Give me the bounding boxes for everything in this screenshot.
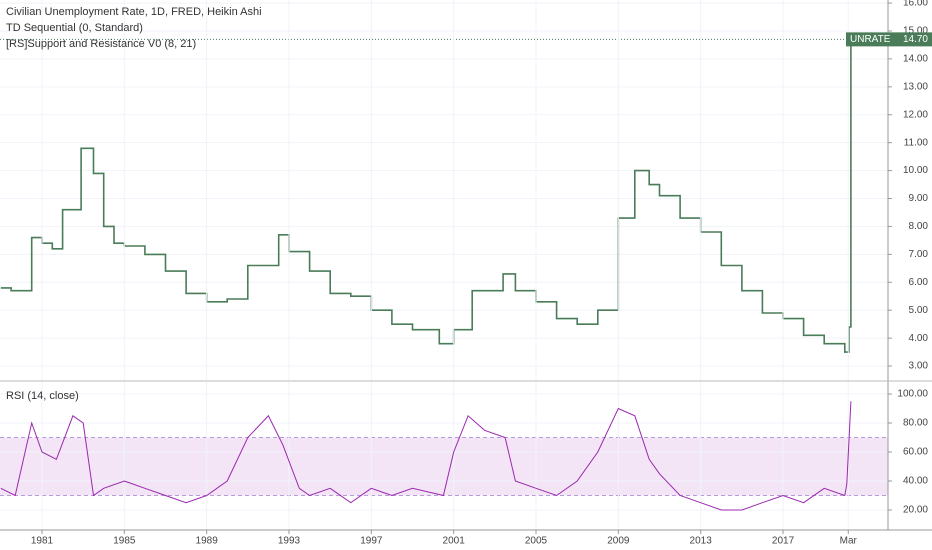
price-tag: [846, 32, 932, 47]
x-tick-label: 1981: [31, 536, 54, 547]
y-tick-label: 8.00: [909, 221, 929, 232]
series-line: [0, 39, 852, 353]
y-tick-label: 14.00: [903, 54, 928, 65]
y-tick-label: 4.00: [909, 333, 929, 344]
x-tick-label: 1989: [196, 536, 219, 547]
y-tick-label: 12.00: [903, 109, 928, 120]
x-tick-label: 2001: [443, 536, 466, 547]
y-tick-label: 80.00: [903, 418, 928, 429]
y-tick-label: 13.00: [903, 81, 928, 92]
y-tick-label: 20.00: [903, 505, 928, 516]
y-tick-label: 9.00: [909, 193, 929, 204]
y-tick-label: 15.00: [903, 26, 928, 37]
x-tick-label: 2013: [690, 536, 713, 547]
x-tick-label: 1985: [113, 536, 136, 547]
indicator-label: [RS]Support and Resistance V0 (8, 21): [6, 38, 196, 50]
series-line: [0, 401, 852, 511]
x-tick-label: Mar: [840, 536, 858, 547]
x-tick-label: 2017: [772, 536, 795, 547]
y-tick-label: 60.00: [903, 447, 928, 458]
rsi-label: RSI (14, close): [6, 390, 79, 402]
chart-title: Civilian Unemployment Rate, 1D, FRED, He…: [6, 6, 262, 18]
y-tick-label: 5.00: [909, 305, 929, 316]
rsi-band: [0, 437, 888, 496]
x-tick-label: 1997: [360, 536, 383, 547]
x-tick-label: 2005: [525, 536, 548, 547]
y-tick-label: 7.00: [909, 249, 929, 260]
price-tag-value: 14.70: [903, 34, 928, 45]
x-tick-label: 2009: [607, 536, 630, 547]
y-tick-label: 6.00: [909, 277, 929, 288]
y-tick-label: 40.00: [903, 476, 928, 487]
y-tick-label: 100.00: [897, 389, 928, 400]
y-tick-label: 3.00: [909, 361, 929, 372]
x-tick-label: 1993: [278, 536, 301, 547]
price-tag-name: UNRATE: [850, 34, 891, 45]
y-tick-label: 10.00: [903, 165, 928, 176]
plot-layer: [0, 0, 888, 530]
y-tick-label: 16.00: [903, 0, 928, 9]
y-tick-label: 11.00: [904, 137, 929, 148]
indicator-label: TD Sequential (0, Standard): [6, 22, 143, 34]
